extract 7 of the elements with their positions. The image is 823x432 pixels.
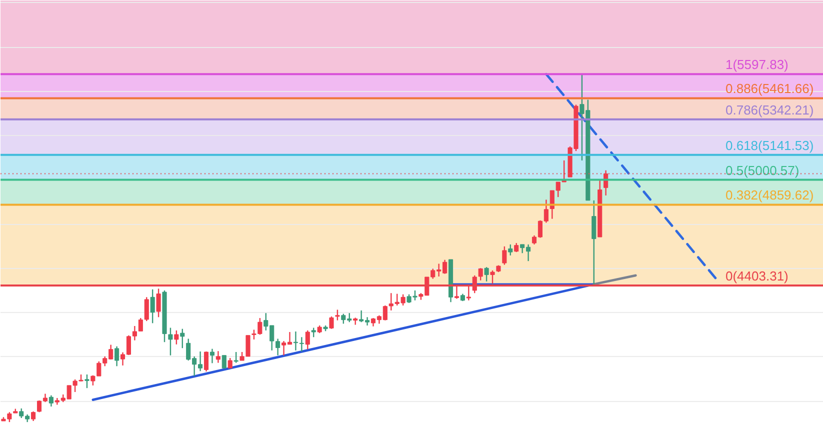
ref-line-label: 0.382(4859.62) xyxy=(726,188,814,203)
ref-line-label: 1(5597.83) xyxy=(726,57,788,72)
ref-line-label: 0.786(5342.21) xyxy=(726,102,814,118)
ref-line-label: 0.618(5141.53) xyxy=(726,138,814,153)
ref-line-label: 0(4403.31) xyxy=(726,268,788,284)
ref-line-label: 0.886(5461.66) xyxy=(726,81,814,96)
ref-line-label: 0.5(5000.57) xyxy=(726,162,800,178)
